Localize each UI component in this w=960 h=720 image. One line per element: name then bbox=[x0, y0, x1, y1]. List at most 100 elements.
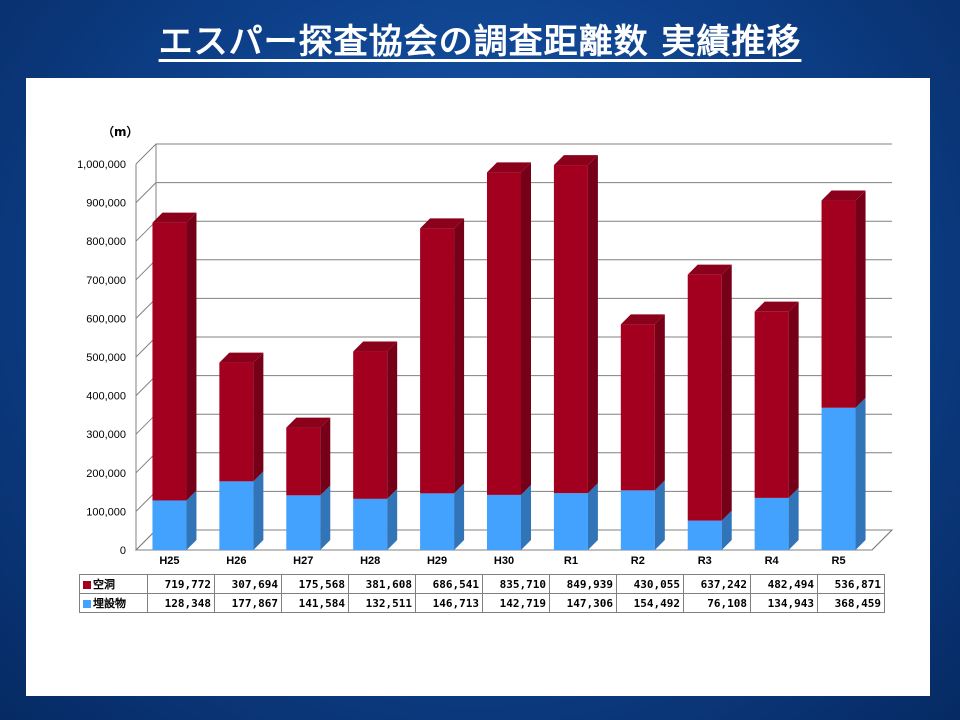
y-tick-label: 600,000 bbox=[86, 313, 126, 325]
bar-cavity-front bbox=[687, 274, 722, 521]
x-category-label: H25 bbox=[159, 555, 179, 567]
bar-cavity-side bbox=[721, 264, 732, 521]
y-tick-label: 0 bbox=[120, 545, 126, 557]
bar-buried-front bbox=[821, 407, 856, 550]
table-row: 埋設物 128,348 177,867 141,584 132,511 146,713 14… bbox=[79, 593, 885, 613]
table-cell: 637,242 bbox=[683, 574, 751, 594]
bar-buried-front bbox=[754, 497, 789, 550]
series-label: 埋設物 bbox=[79, 593, 148, 613]
bar-buried-side bbox=[387, 488, 398, 550]
bar-cavity-top bbox=[620, 314, 665, 325]
bar-cavity-front bbox=[821, 200, 856, 408]
table-cell: 177,867 bbox=[214, 593, 282, 613]
x-category-label: H27 bbox=[293, 555, 313, 567]
x-category-label: H28 bbox=[360, 555, 380, 567]
bar-cavity-side bbox=[855, 190, 866, 408]
table-cell: 175,568 bbox=[281, 574, 349, 594]
bar-buried-side bbox=[587, 483, 598, 550]
y-tick-label: 100,000 bbox=[86, 506, 126, 518]
bar-cavity-top bbox=[420, 218, 465, 229]
table-cell: 536,871 bbox=[817, 574, 885, 594]
bar-buried-front bbox=[487, 494, 521, 550]
bar-buried-side bbox=[788, 487, 799, 550]
bar-cavity-front bbox=[286, 427, 321, 496]
x-category-label: R1 bbox=[564, 555, 578, 567]
chart-panel: 0 100,000 200,000 300,000 400,000 500,000 600,… bbox=[26, 78, 930, 696]
bar-cavity-top bbox=[286, 417, 331, 428]
bar-cavity-side bbox=[387, 341, 398, 499]
y-unit-label: （m） bbox=[102, 124, 139, 139]
x-category-label: R2 bbox=[631, 555, 645, 567]
y-tick-label: 400,000 bbox=[86, 391, 126, 403]
y-tick-label: 800,000 bbox=[86, 236, 126, 248]
bar-buried-front bbox=[286, 495, 321, 550]
bar-cavity-side bbox=[788, 301, 799, 498]
bar-chart: 0 100,000 200,000 300,000 400,000 500,000 600,… bbox=[77, 124, 894, 567]
bar-buried-front bbox=[420, 493, 455, 550]
bar-cavity-front bbox=[487, 172, 521, 495]
bar-cavity-top bbox=[152, 212, 197, 223]
y-tick-label: 200,000 bbox=[86, 468, 126, 480]
table-cell: 849,939 bbox=[549, 574, 617, 594]
bar-cavity-side bbox=[186, 212, 197, 501]
bar-cavity-side bbox=[454, 218, 465, 494]
table-cell: 128,348 bbox=[147, 593, 215, 613]
bar-cavity-top bbox=[821, 190, 866, 201]
bar-cavity-top bbox=[487, 162, 531, 173]
x-category-label: H29 bbox=[427, 555, 447, 567]
data-table: 空洞 719,772 307,694 175,568 381,608 686,541 835… bbox=[79, 574, 885, 613]
x-category-label: R4 bbox=[765, 555, 780, 567]
table-cell: 686,541 bbox=[415, 574, 483, 594]
bar-cavity-front bbox=[620, 324, 655, 491]
table-cell: 430,055 bbox=[616, 574, 684, 594]
bar-buried-side bbox=[186, 490, 197, 550]
x-category-label: R3 bbox=[698, 555, 712, 567]
bar-buried-side bbox=[454, 483, 465, 550]
gridline bbox=[135, 143, 892, 165]
table-row: 空洞 719,772 307,694 175,568 381,608 686,541 835… bbox=[79, 574, 885, 594]
bar-buried-side bbox=[521, 484, 531, 550]
y-tick-label: 1,000,000 bbox=[77, 159, 126, 171]
slide-title: エスパー探査協会の調査距離数 実績推移 bbox=[158, 22, 802, 62]
table-cell: 307,694 bbox=[214, 574, 282, 594]
series-label: 空洞 bbox=[79, 574, 148, 594]
bar-buried-side bbox=[320, 485, 331, 550]
bar-cavity-side bbox=[320, 417, 331, 496]
table-cell: 719,772 bbox=[147, 574, 215, 594]
table-cell: 147,306 bbox=[549, 593, 617, 613]
y-tick-label: 300,000 bbox=[86, 429, 126, 441]
x-category-label: H30 bbox=[494, 555, 514, 567]
table-cell: 368,459 bbox=[817, 593, 885, 613]
bar-buried-side bbox=[721, 510, 732, 550]
bar-buried-front bbox=[152, 500, 187, 550]
bar-cavity-top bbox=[553, 155, 598, 166]
bar-cavity-side bbox=[654, 314, 665, 491]
bar-buried-front bbox=[353, 498, 388, 550]
bar-cavity-front bbox=[420, 228, 455, 494]
bar-cavity-front bbox=[219, 362, 254, 482]
bar-buried-side bbox=[855, 397, 866, 550]
bar-cavity-side bbox=[521, 162, 531, 495]
table-cell: 76,108 bbox=[683, 593, 751, 613]
bar-cavity-side bbox=[587, 155, 598, 494]
bar-cavity-front bbox=[754, 311, 789, 498]
legend-swatch bbox=[83, 581, 91, 589]
gridline bbox=[135, 182, 892, 203]
table-cell: 381,608 bbox=[348, 574, 416, 594]
bar-buried-side bbox=[654, 480, 665, 550]
bar-cavity-top bbox=[353, 341, 398, 352]
floor-right-edge bbox=[871, 529, 893, 551]
table-cell: 142,719 bbox=[482, 593, 550, 613]
table-cell: 835,710 bbox=[482, 574, 550, 594]
y-tick-label: 900,000 bbox=[86, 198, 126, 210]
bar-buried-front bbox=[687, 520, 722, 550]
bar-cavity-front bbox=[553, 165, 588, 494]
y-tick-label: 500,000 bbox=[86, 352, 126, 364]
table-cell: 482,494 bbox=[750, 574, 818, 594]
bar-buried-front bbox=[553, 493, 588, 550]
bar-buried-front bbox=[219, 481, 254, 550]
bar-buried-side bbox=[253, 471, 264, 550]
bar-cavity-top bbox=[219, 352, 264, 363]
bar-buried-front bbox=[620, 490, 655, 550]
bar-cavity-top bbox=[687, 264, 732, 275]
